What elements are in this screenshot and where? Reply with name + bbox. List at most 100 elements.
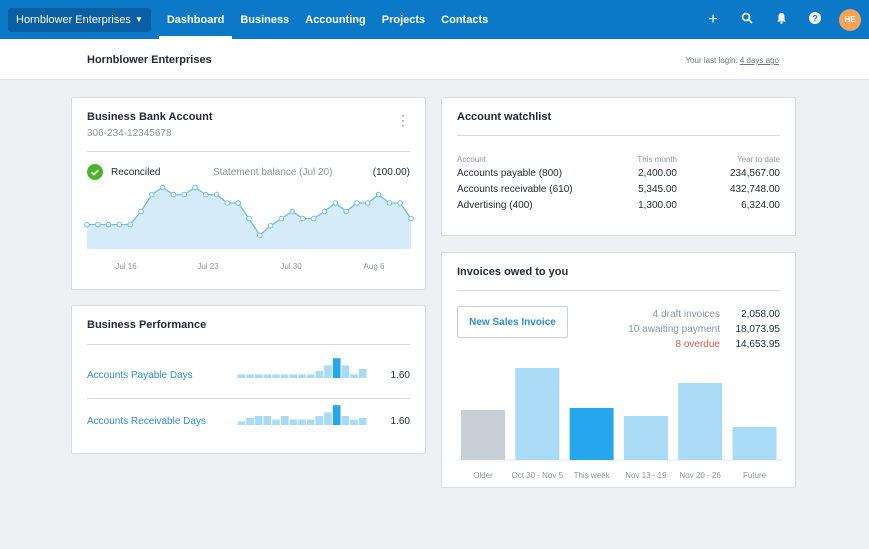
help-icon[interactable]: ?	[805, 12, 825, 27]
watchlist-amount: 5,345.00	[638, 184, 677, 195]
sub-header: Hornblower Enterprises Your last login: …	[0, 39, 869, 80]
sparkline-bar	[254, 416, 263, 425]
balance-point	[332, 200, 339, 206]
sparkline-bar	[237, 421, 246, 425]
x-tick-label: Aug 6	[364, 262, 385, 271]
org-switcher[interactable]: Hornblower Enterprises ▼	[8, 7, 151, 32]
balance-point	[386, 200, 393, 206]
balance-point	[84, 221, 90, 228]
balance-point	[138, 208, 144, 215]
balance-chart: Jul 16 Jul 23 Jul 30 Aug 6	[84, 184, 414, 271]
sparkline-bar	[246, 374, 254, 378]
balance-point	[311, 215, 317, 222]
watchlist-amount: 234,567.00	[729, 168, 780, 179]
nav-business[interactable]: Business	[240, 13, 290, 26]
check-icon	[87, 164, 103, 180]
statement-label: Statement balance (Jul 20)	[213, 167, 333, 178]
last-login-link[interactable]: 4 days ago	[739, 56, 779, 65]
category-label: Oct 30 - Nov 5	[512, 471, 564, 480]
balance-point	[408, 215, 414, 222]
category-label: Nov 13 - 19	[625, 471, 667, 480]
receivable-sparkline	[237, 405, 367, 425]
sparkline-bar	[246, 417, 254, 425]
sparkline-bar	[306, 374, 315, 378]
sparkline-bar	[341, 365, 350, 378]
balance-area	[87, 187, 411, 249]
card-title: Business Bank Account	[87, 111, 213, 123]
category-label: Future	[743, 471, 767, 480]
col-ytd: Year to date	[737, 155, 780, 164]
sparkline-bar	[263, 374, 272, 378]
receivable-value: 1.60	[390, 416, 410, 427]
x-tick-label: Jul 16	[115, 262, 137, 271]
more-options-icon[interactable]: ⋮	[396, 112, 410, 128]
sparkline-bar	[298, 374, 306, 378]
category-label: This week	[574, 471, 611, 480]
balance-point	[321, 208, 328, 215]
col-this-month: This month	[637, 155, 677, 164]
summary-label[interactable]: 8 overdue	[675, 339, 720, 350]
balance-point	[343, 208, 350, 215]
sparkline-bar	[289, 374, 298, 378]
balance-point	[149, 191, 155, 198]
summary-value: 2,058.00	[741, 309, 780, 320]
nav-projects[interactable]: Projects	[381, 13, 426, 26]
card-title: Invoices owed to you	[457, 266, 569, 278]
balance-point	[224, 200, 231, 206]
watchlist-account[interactable]: Advertising (400)	[457, 200, 533, 211]
nav-accounting[interactable]: Accounting	[305, 13, 366, 26]
sparkline-bar	[263, 416, 272, 425]
watchlist-account[interactable]: Accounts receivable (610)	[457, 184, 573, 195]
balance-point	[235, 200, 241, 206]
summary-value: 18,073.95	[735, 324, 781, 335]
balance-point	[289, 208, 295, 215]
sparkline-bar	[315, 370, 324, 378]
invoices-owed-card: Invoices owed to you New Sales Invoice O…	[441, 252, 796, 488]
balance-point	[192, 184, 198, 191]
sparkline-bar	[272, 374, 280, 378]
plus-icon[interactable]: +	[708, 10, 718, 28]
payable-sparkline	[237, 358, 367, 378]
sparkline-bar	[237, 374, 246, 378]
bank-account-card: Business Bank Account 306-234-12345678 ⋮…	[71, 97, 426, 290]
bell-icon[interactable]	[771, 12, 791, 27]
payable-value: 1.60	[390, 370, 410, 381]
balance-point	[300, 215, 306, 222]
balance-point	[213, 191, 220, 198]
nav-contacts[interactable]: Contacts	[441, 13, 489, 26]
search-icon[interactable]	[737, 12, 757, 27]
balance-point	[181, 191, 187, 198]
svg-text:?: ?	[812, 14, 818, 24]
business-performance-card: Business Performance Accounts Payable Da…	[71, 305, 426, 454]
balance-point	[365, 200, 371, 206]
statement-value: (100.00)	[372, 167, 410, 178]
watchlist-account[interactable]: Accounts payable (800)	[457, 168, 563, 179]
new-sales-invoice-button[interactable]: New Sales Invoice	[457, 306, 568, 338]
balance-point	[267, 223, 274, 229]
sparkline-bar	[280, 374, 289, 378]
accounts-receivable-days-link[interactable]: Accounts Receivable Days	[87, 416, 206, 427]
card-title: Business Performance	[87, 319, 207, 331]
avatar[interactable]: HE	[839, 8, 861, 31]
sparkline-bar	[289, 419, 298, 425]
invoice-bar	[461, 410, 505, 460]
accounts-payable-days-link[interactable]: Accounts Payable Days	[87, 370, 193, 381]
nav-dashboard[interactable]: Dashboard	[158, 0, 233, 39]
invoice-bar	[569, 408, 614, 460]
summary-label[interactable]: 4 draft invoices	[652, 309, 720, 320]
watchlist-amount: 6,324.00	[741, 200, 780, 211]
sparkline-bar	[272, 419, 280, 425]
invoice-bar	[515, 368, 560, 460]
sparkline-bar	[315, 416, 324, 425]
balance-point	[116, 221, 123, 228]
watchlist-amount: 432,748.00	[729, 184, 780, 195]
watchlist-amount: 2,400.00	[638, 168, 677, 179]
sparkline-bar	[306, 419, 315, 425]
balance-point	[397, 200, 404, 206]
org-name: Hornblower Enterprises	[16, 13, 131, 26]
balance-point	[375, 191, 382, 198]
reconciled-status: Reconciled	[111, 167, 161, 178]
balance-point	[257, 232, 263, 239]
x-tick-label: Jul 30	[280, 262, 302, 271]
summary-label[interactable]: 10 awaiting payment	[628, 324, 720, 335]
